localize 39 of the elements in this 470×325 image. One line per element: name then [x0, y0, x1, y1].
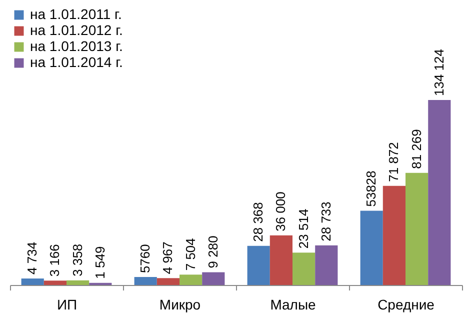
data-label: 1 549 [92, 246, 108, 279]
bar [315, 245, 338, 285]
bar [202, 272, 225, 285]
data-label: 3 358 [70, 244, 85, 276]
data-label: 28 368 [250, 202, 266, 242]
bar [66, 280, 90, 285]
x-tick-label: Микро [159, 296, 201, 312]
x-tick-label: ИП [56, 296, 78, 312]
bar [21, 278, 44, 285]
bar [360, 210, 383, 285]
data-label: 4 967 [160, 242, 176, 274]
data-label: 81 269 [408, 129, 424, 169]
bar [428, 100, 451, 285]
bar [382, 186, 406, 285]
bar [270, 235, 292, 285]
data-label: 4 734 [24, 242, 40, 274]
legend-label: на 1.01.2011 г. [30, 6, 122, 22]
bar [44, 280, 66, 285]
data-label: 28 733 [318, 202, 334, 242]
data-label: 7 504 [182, 238, 198, 271]
legend-label: на 1.01.2014 г. [30, 54, 123, 70]
data-label: 9 280 [205, 236, 220, 268]
bar [247, 246, 270, 285]
legend-label: на 1.01.2012 г. [30, 22, 123, 38]
x-tick-label: Малые [270, 296, 316, 312]
data-label: 134 124 [431, 49, 446, 96]
bar [292, 252, 316, 285]
bar [406, 172, 428, 285]
data-label: 23 514 [296, 208, 311, 249]
bar [156, 278, 180, 285]
data-label: 53828 [364, 170, 379, 207]
data-label: 3 166 [47, 244, 62, 277]
data-label: 5760 [138, 244, 153, 274]
data-label: 71 872 [386, 142, 402, 182]
legend-label: на 1.01.2013 г. [30, 38, 123, 54]
bar [180, 274, 202, 285]
data-label: 36 000 [273, 192, 288, 232]
bar [134, 277, 157, 285]
x-tick-label: Средние [378, 296, 435, 312]
